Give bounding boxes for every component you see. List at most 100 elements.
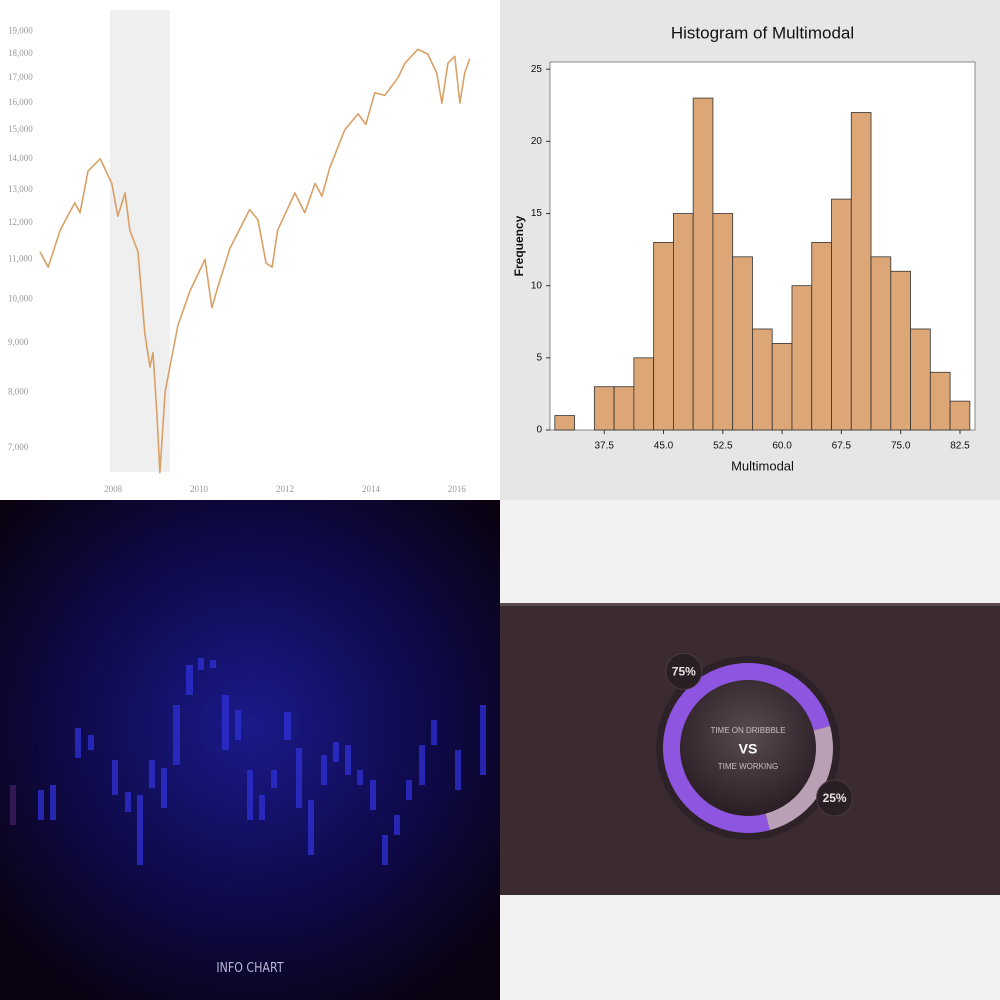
x-tick-label: 37.5 (594, 441, 614, 452)
donut-center (680, 680, 816, 816)
y-tick-label: 13,000 (8, 184, 33, 194)
bar (752, 328, 773, 431)
decor-candle (455, 750, 461, 790)
decor-candle (284, 712, 291, 740)
decor-candle (125, 792, 131, 812)
image-caption: INFO CHART (216, 960, 284, 975)
decor-candle (406, 780, 412, 800)
y-tick-label: 7,000 (8, 442, 29, 452)
line-series (39, 48, 471, 474)
y-tick-label: 10 (531, 280, 543, 291)
x-tick-label: 75.0 (891, 441, 911, 452)
decor-candle (333, 742, 339, 762)
y-tick-label: 9,000 (8, 337, 29, 347)
decor-candle (419, 745, 425, 785)
bar (890, 270, 911, 431)
decor-candle (210, 660, 216, 668)
decor-candle (431, 720, 437, 745)
panel-bg (0, 0, 500, 500)
decor-candle (394, 815, 400, 835)
decor-candle (357, 770, 363, 785)
bar (949, 400, 971, 431)
bar (791, 285, 813, 431)
y-tick-label: 8,000 (8, 386, 29, 396)
bar (929, 371, 951, 431)
bar (673, 213, 694, 431)
x-tick-label: 45.0 (654, 441, 674, 452)
y-tick-label: 14,000 (8, 153, 33, 163)
decor-candle (10, 785, 16, 825)
x-tick-label: 67.5 (832, 441, 852, 452)
decor-candle (308, 800, 314, 855)
x-tick-label: 82.5 (950, 441, 970, 452)
y-tick-label: 10,000 (8, 293, 33, 303)
decor-candle (259, 795, 265, 820)
decor-candle (271, 770, 277, 788)
decor-candle (345, 745, 351, 775)
bar (653, 241, 674, 431)
decor-candle (296, 748, 302, 808)
decor-candle (186, 665, 193, 695)
center-label: VS (739, 741, 758, 757)
bar (692, 97, 714, 431)
y-tick-label: 15,000 (8, 124, 33, 134)
decor-candle (88, 735, 94, 750)
decor-candle (173, 705, 180, 765)
decor-candle (198, 658, 204, 670)
bar (870, 256, 892, 431)
y-tick-label: 15 (531, 208, 543, 219)
bar (633, 357, 655, 431)
decor-candle (137, 795, 143, 865)
bar (613, 386, 635, 431)
center-label: TIME WORKING (718, 762, 778, 771)
y-tick-label: 17,000 (8, 72, 33, 82)
x-tick-label: 2016 (448, 484, 467, 494)
y-tick-label: 12,000 (8, 217, 33, 227)
bar (593, 386, 615, 431)
y-axis-label: Frequency (512, 215, 526, 276)
center-label: TIME ON DRIBBBLE (710, 726, 785, 735)
x-tick-label: 2010 (190, 484, 209, 494)
bar (771, 343, 793, 431)
shaded-region (110, 10, 170, 472)
x-axis-label: Multimodal (731, 458, 794, 473)
decor-candle (50, 785, 56, 820)
donut-segment (765, 726, 833, 831)
y-tick-label: 5 (536, 352, 542, 363)
x-tick-label: 60.0 (772, 441, 792, 452)
y-tick-label: 16,000 (8, 97, 33, 107)
y-tick-label: 18,000 (8, 48, 33, 58)
x-tick-label: 2008 (104, 484, 123, 494)
decor-candle (247, 770, 253, 820)
value-label-bg (665, 652, 703, 690)
value-label-bg (816, 779, 854, 817)
x-tick-label: 2014 (362, 484, 381, 494)
decor-candle (382, 835, 388, 865)
decor-candle (370, 780, 376, 810)
decor-candle (235, 710, 241, 740)
bar (712, 213, 734, 431)
bar (850, 112, 872, 431)
decor-candle (112, 760, 118, 795)
value-label: 75% (672, 665, 696, 679)
chart-title: Histogram of Multimodal (671, 23, 854, 42)
panel-bg (0, 500, 500, 1000)
bar (910, 328, 931, 431)
banner-edge (500, 603, 1000, 606)
decor-candle (161, 768, 167, 808)
bar (554, 415, 575, 431)
x-tick-label: 52.5 (713, 441, 733, 452)
y-tick-label: 25 (531, 64, 543, 75)
y-tick-label: 20 (531, 136, 543, 147)
bar (811, 241, 832, 431)
y-tick-label: 11,000 (8, 254, 33, 264)
value-label: 25% (823, 791, 847, 805)
decor-candle (149, 760, 155, 788)
bar (732, 256, 753, 431)
decor-candle (222, 695, 229, 750)
decor-candle (480, 705, 486, 775)
y-tick-label: 0 (536, 425, 542, 436)
x-tick-label: 2012 (276, 484, 294, 494)
bar (831, 198, 852, 431)
